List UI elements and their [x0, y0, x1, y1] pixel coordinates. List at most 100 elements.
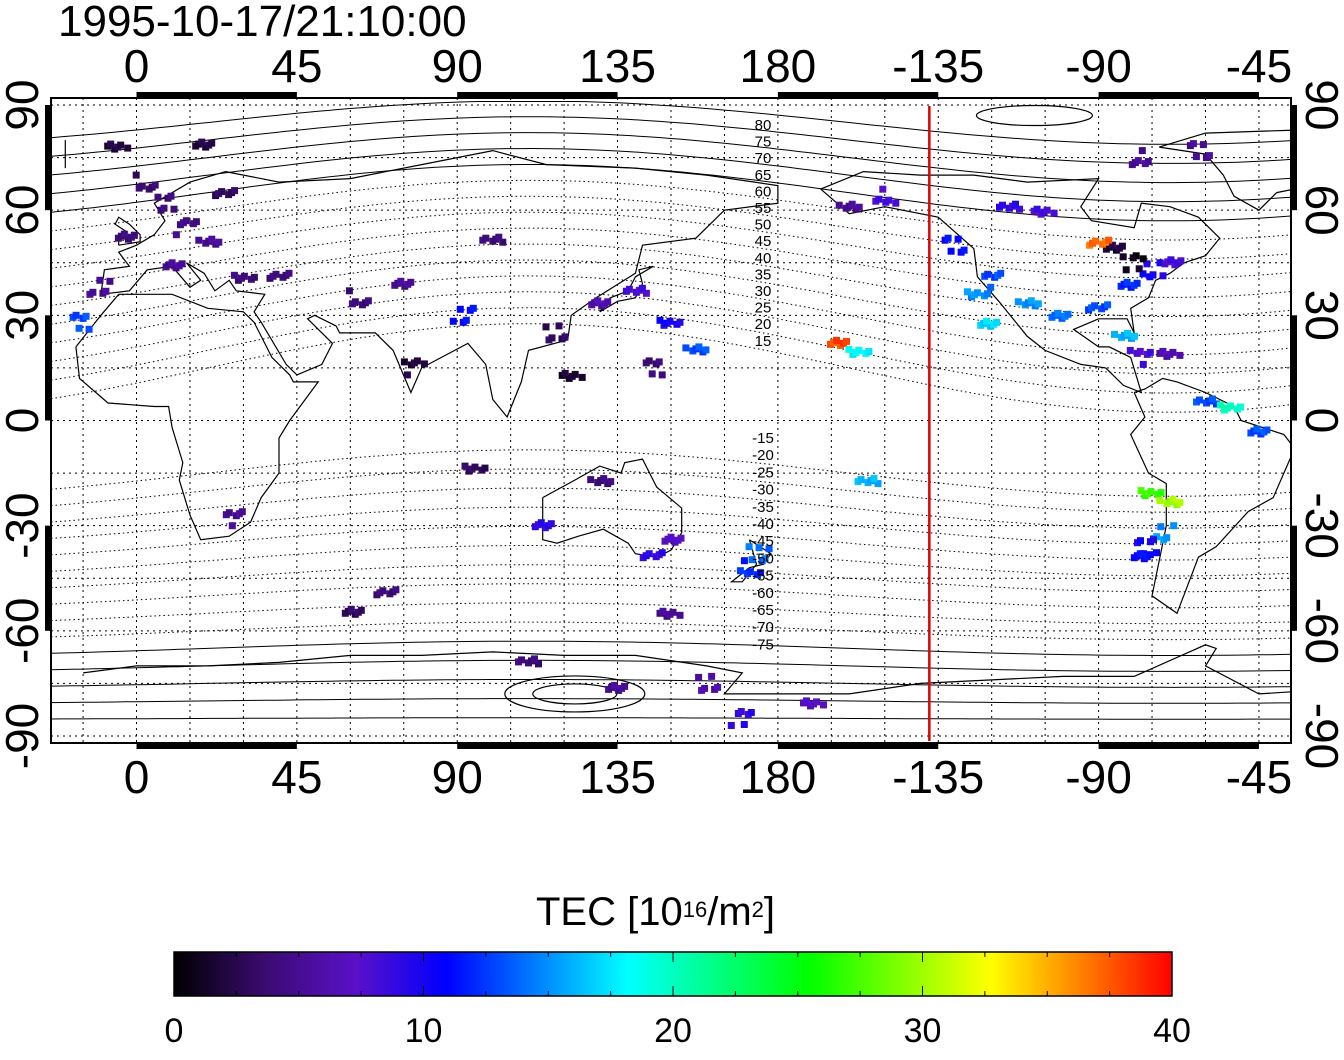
contour-label: 50: [755, 217, 772, 234]
colorbar-tick-label: 40: [1153, 1012, 1191, 1050]
tec-point: [462, 316, 470, 324]
axis-bar-segment: [457, 92, 618, 99]
contour-label: 70: [755, 150, 772, 167]
tec-point: [745, 543, 753, 551]
contour-line: [51, 525, 1291, 561]
tec-point: [160, 204, 168, 212]
tec-point: [1126, 346, 1134, 354]
y-tick-label: 0: [1296, 408, 1344, 434]
tec-point: [676, 611, 684, 619]
tec-point: [677, 534, 685, 542]
contour-line: [51, 179, 1291, 241]
tec-point: [449, 317, 457, 325]
tec-point: [1157, 489, 1165, 497]
tec-point: [548, 334, 556, 342]
tec-point: [195, 236, 203, 244]
tec-point: [107, 140, 115, 148]
magnetic-latitude-contours: [51, 101, 1291, 720]
tec-point: [138, 182, 146, 190]
tec-point: [755, 544, 763, 552]
x-tick-label: -45: [1226, 751, 1292, 803]
tec-point: [1159, 272, 1167, 280]
contour-line: [51, 640, 1291, 656]
contour-label: -20: [752, 447, 774, 464]
tec-point: [1123, 278, 1131, 286]
tec-point: [1205, 152, 1213, 160]
tec-point: [272, 270, 280, 278]
tec-point: [407, 278, 415, 286]
tec-measurements: [69, 138, 1271, 729]
y-tick-label: -30: [1296, 492, 1344, 558]
tec-point: [89, 288, 97, 296]
y-tick-label: 60: [1296, 185, 1344, 236]
tec-point: [638, 284, 646, 292]
tec-point: [1135, 265, 1143, 273]
tec-point: [561, 333, 569, 341]
tec-point: [403, 371, 411, 379]
tec-point: [481, 464, 489, 472]
tec-point: [1236, 403, 1244, 411]
tec-point: [102, 287, 110, 295]
tec-point: [1133, 279, 1141, 287]
tec-point: [1144, 158, 1152, 166]
tec-point: [1122, 266, 1130, 274]
tec-point: [208, 139, 216, 147]
tec-point: [1146, 551, 1154, 559]
contour-label: 80: [755, 117, 772, 134]
tec-point: [865, 347, 873, 355]
contour-label: 60: [755, 183, 772, 200]
x-tick-label: -45: [1226, 40, 1292, 92]
tec-point: [379, 587, 387, 595]
x-tick-label: 90: [432, 751, 483, 803]
axis-bar-segment: [777, 92, 939, 99]
tec-point: [547, 520, 555, 528]
x-tick-label: 45: [271, 40, 322, 92]
tec-point: [987, 283, 995, 291]
tec-point: [154, 193, 162, 201]
coastline: [599, 265, 654, 313]
tec-point: [124, 144, 132, 152]
tec-point: [642, 289, 650, 297]
contour-label: 15: [755, 333, 772, 350]
tec-point: [499, 238, 507, 246]
contour-ellipse: [532, 683, 618, 705]
tec-point: [1139, 255, 1147, 263]
contour-label: -35: [752, 499, 774, 516]
y-tick-label: 90: [0, 79, 48, 130]
tec-point: [1016, 205, 1023, 213]
tec-point: [167, 192, 175, 200]
tec-point: [364, 297, 372, 305]
tec-point: [561, 369, 569, 377]
tec-point: [1170, 522, 1178, 530]
tec-point: [947, 247, 955, 255]
tec-point: [983, 290, 991, 298]
tec-point: [228, 522, 236, 530]
tec-point: [1199, 141, 1207, 149]
contour-line: [51, 545, 1291, 577]
tec-point: [555, 322, 563, 330]
y-tick-label: 30: [1296, 290, 1344, 341]
tec-point: [748, 556, 756, 564]
tec-point: [666, 317, 674, 325]
tec-point: [600, 475, 608, 483]
contour-line: [51, 195, 1291, 260]
tec-point: [351, 298, 359, 306]
tec-point: [82, 312, 90, 320]
colorbar-title-unit: /m: [707, 890, 752, 934]
tec-point: [658, 549, 666, 557]
tec-point: [218, 188, 226, 196]
tec-world-map: 0 45 90 135 180 -135 -90 -45 0 45 90 135 180 -135 -90…: [0, 40, 1344, 803]
tec-point: [1157, 523, 1165, 531]
contour-line: [51, 307, 1291, 394]
tec-point: [178, 260, 186, 268]
contour-line: [51, 679, 1291, 688]
tec-point: [1137, 487, 1145, 495]
x-tick-label: 0: [124, 40, 150, 92]
tec-point: [1169, 496, 1177, 504]
tec-point: [855, 203, 863, 211]
tec-point: [225, 509, 233, 517]
contour-ellipse: [975, 104, 1094, 127]
tec-point: [1054, 309, 1062, 317]
tec-point: [1138, 147, 1146, 155]
tec-point: [250, 273, 258, 281]
